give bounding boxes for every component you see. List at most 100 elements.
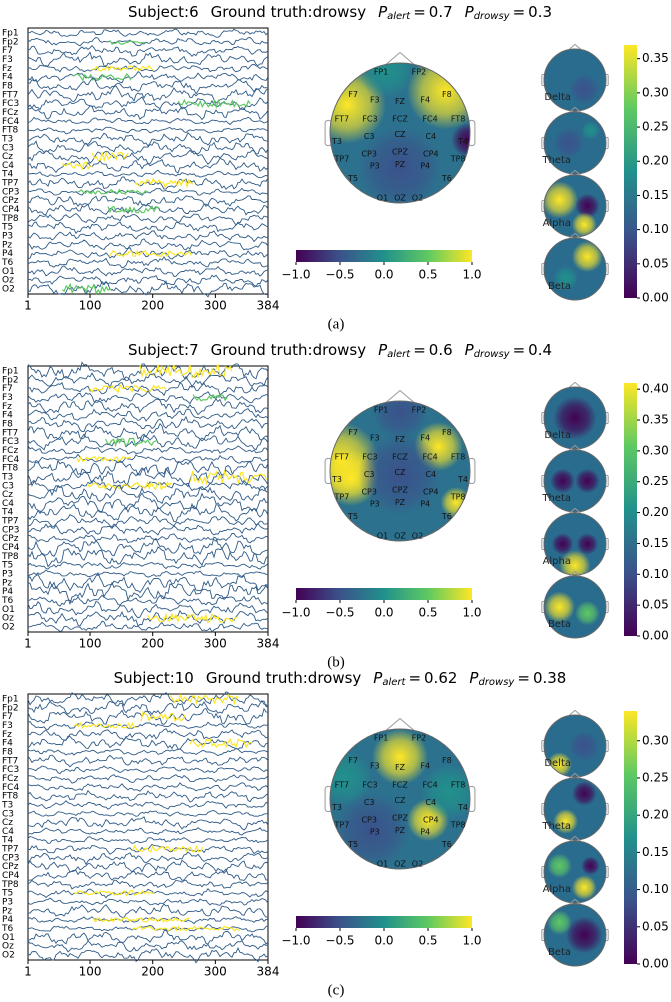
equals: = [413, 341, 426, 359]
eeg-trace [27, 572, 269, 594]
channel-label: FT8 [2, 126, 19, 136]
p-alert: 0.62 [424, 669, 457, 687]
channel-label: FC4 [2, 455, 19, 465]
colorbar-tick-label: −1.0 [281, 268, 310, 282]
eeg-trace [27, 720, 269, 730]
electrode-label: T4 [457, 137, 468, 146]
channel-label: T5 [1, 561, 13, 571]
x-tick-label: 1 [24, 637, 32, 651]
channel-label: F8 [2, 747, 13, 757]
colorbar-tick-label: 0.10 [642, 882, 669, 896]
head-outline [329, 400, 471, 542]
panel-label: (a) [328, 316, 345, 332]
electrode-label: FZ [395, 763, 406, 772]
channel-label: O1 [2, 267, 15, 277]
nose [568, 106, 582, 114]
band-topomap [544, 841, 606, 903]
channel-label: Fp1 [2, 29, 19, 39]
channel-label: TP7 [1, 845, 19, 855]
channel-label: Fp2 [2, 375, 19, 385]
eeg-trace [27, 465, 269, 488]
channel-label: TP7 [1, 517, 19, 527]
electrode-label: P3 [370, 161, 380, 170]
channel-label: T5 [1, 223, 13, 233]
eeg-axes [27, 27, 269, 295]
channel-label: O1 [2, 933, 15, 943]
channel-label: CP4 [2, 543, 20, 553]
eeg-trace [27, 230, 269, 243]
eeg-highlight [89, 383, 167, 394]
eeg-trace [27, 594, 269, 607]
eeg-trace [27, 64, 269, 73]
electrode-label: T4 [457, 803, 468, 812]
electrode-label: TP8 [450, 154, 466, 163]
electrode-label: FC4 [422, 781, 437, 790]
channel-label: CP3 [2, 525, 19, 535]
electrode-label: FP1 [374, 734, 389, 743]
topo-blob [576, 533, 599, 555]
channel-label: F7 [2, 46, 13, 56]
panel-title: Subject:7 Ground truth:drowsy Palert = 0.6 Pd… [128, 341, 552, 361]
electrode-label: F4 [420, 434, 430, 443]
electrode-label: TP8 [450, 492, 466, 501]
electrode-label: FP1 [374, 406, 389, 415]
eeg-trace [27, 924, 269, 933]
electrode-label: CPZ [392, 485, 408, 494]
electrode-label: CP3 [361, 150, 377, 159]
eeg-trace [27, 398, 269, 416]
electrode-label: T5 [347, 174, 358, 183]
channel-label: F4 [2, 73, 13, 83]
colorbar-tick-label: 0.30 [642, 85, 669, 99]
colorbar-tick-label: 0.5 [418, 606, 437, 620]
equals: = [408, 669, 421, 687]
colorbar-tick-label: 0.15 [642, 536, 669, 550]
eeg-trace [27, 561, 269, 570]
x-tick-label: 1 [24, 965, 32, 979]
channel-label: CP3 [2, 853, 19, 863]
channel-label: P4 [2, 587, 13, 597]
eeg-trace [27, 827, 268, 836]
nose [568, 444, 582, 452]
eeg-trace [27, 70, 269, 84]
eeg-highlight [90, 64, 154, 72]
channel-label: F8 [2, 81, 13, 91]
topo-blob [553, 265, 579, 291]
nose [568, 709, 582, 717]
electrode-label: F3 [370, 762, 380, 771]
topo-blob [575, 193, 600, 219]
band-label: Theta [541, 821, 571, 832]
p-alert: 0.6 [429, 341, 453, 359]
electrode-label: F4 [420, 762, 430, 771]
eeg-trace [27, 774, 269, 784]
eeg-highlight [73, 721, 137, 729]
eeg-trace [27, 620, 269, 633]
eeg-highlight [190, 469, 268, 485]
channel-label: FC3 [2, 99, 19, 109]
eeg-trace [27, 536, 269, 558]
electrode-label: C3 [364, 132, 375, 141]
eeg-trace [27, 522, 269, 536]
eeg-trace [27, 149, 269, 166]
band-topomap [544, 576, 606, 638]
channel-label: T6 [1, 924, 13, 934]
eeg-trace [27, 581, 269, 606]
topo-blob [372, 729, 428, 785]
x-tick-label: 300 [204, 965, 227, 979]
channel-label: T3 [1, 472, 13, 482]
eeg-trace [27, 176, 269, 190]
eeg-trace [27, 728, 269, 741]
band-label: Alpha [543, 556, 571, 567]
channel-label: Oz [2, 614, 14, 624]
eeg-trace [27, 513, 269, 528]
channel-label: T6 [1, 258, 13, 268]
eeg-trace [27, 765, 269, 775]
band-topomap [544, 175, 606, 237]
channel-label: F7 [2, 712, 13, 722]
electrode-label: P3 [370, 827, 380, 836]
nose [568, 570, 582, 578]
head-outline [543, 575, 607, 639]
ground-truth: Ground truth:drowsy [211, 3, 367, 21]
channel-label: FC3 [2, 765, 19, 775]
colorbar-tick-label: 0.0 [374, 268, 393, 282]
